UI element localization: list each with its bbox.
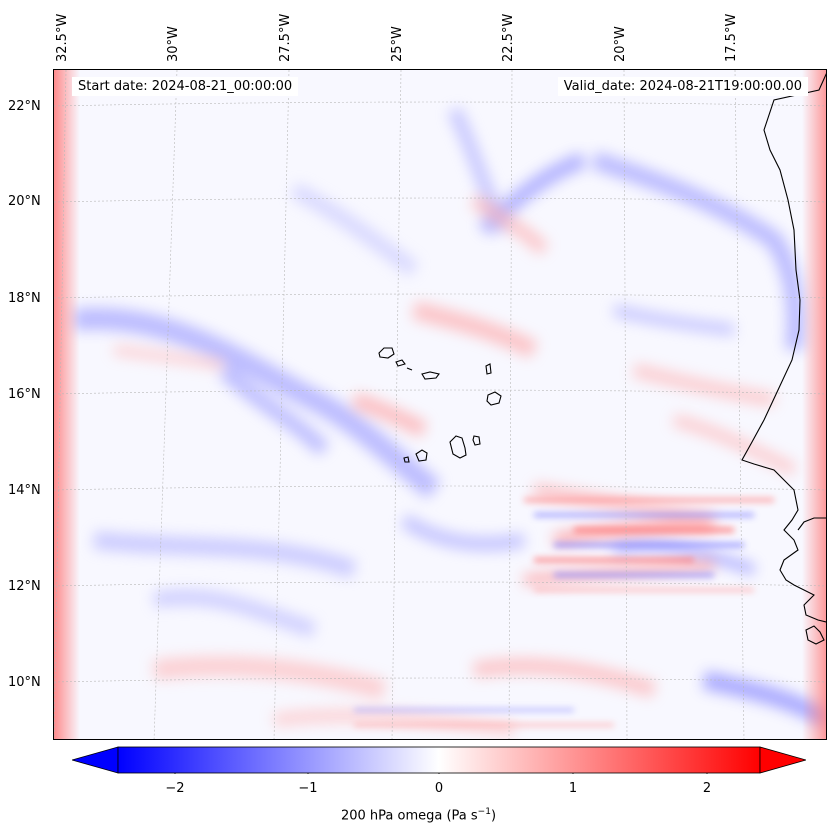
right-boundary-band xyxy=(802,70,826,739)
colorbar-tick-0: 0 xyxy=(434,781,444,796)
lat-label-10n: 10°N xyxy=(8,675,41,690)
lat-label-12n: 12°N xyxy=(8,579,41,594)
colorbar-tick-1: 1 xyxy=(568,781,578,796)
lon-label-17-5w: 17.5°W xyxy=(724,13,739,62)
lat-label-16n: 16°N xyxy=(8,387,41,402)
colorbar-label-end: ) xyxy=(490,808,497,824)
island-sal xyxy=(485,363,492,375)
colorbar-min-extend xyxy=(72,746,119,774)
lon-label-32-5w: 32.5°W xyxy=(55,13,70,62)
colorbar-tick-neg2: −2 xyxy=(165,781,185,796)
island-brava xyxy=(403,456,410,463)
lat-label-14n: 14°N xyxy=(8,483,41,498)
lon-label-27-5w: 27.5°W xyxy=(278,13,293,62)
island-sao-nicolau xyxy=(421,371,440,380)
negative-omega-features xyxy=(72,106,826,728)
lon-label-30w: 30°W xyxy=(166,26,181,62)
lon-label-20w: 20°W xyxy=(613,26,628,62)
island-sao-vicente xyxy=(395,359,406,367)
lat-label-22n: 22°N xyxy=(8,99,41,114)
colorbar-tick-neg1: −1 xyxy=(298,781,318,796)
map-panel[interactable]: Start date: 2024-08-21_00:00:00 Valid_da… xyxy=(53,69,827,740)
island-fogo xyxy=(415,449,428,462)
field-background xyxy=(54,70,826,739)
island-santa-luzia xyxy=(406,367,413,371)
colorbar-label: 200 hPa omega (Pa s−1) xyxy=(0,807,837,823)
positive-omega-features xyxy=(113,194,797,737)
lon-label-25w: 25°W xyxy=(390,26,405,62)
island-santo-antao xyxy=(378,347,395,359)
colorbar-max-extend xyxy=(759,746,806,774)
colorbar xyxy=(72,746,806,774)
start-date-label: Start date: 2024-08-21_00:00:00 xyxy=(72,77,299,96)
bijagos-islands xyxy=(805,625,825,645)
island-santiago xyxy=(449,435,467,459)
colorbar-label-main: 200 hPa omega (Pa s xyxy=(340,808,478,824)
banded-omega-region xyxy=(354,498,774,727)
left-boundary-band xyxy=(54,70,80,739)
colorbar-tick-2: 2 xyxy=(702,781,712,796)
island-maio xyxy=(472,435,481,446)
lat-label-20n: 20°N xyxy=(8,194,41,209)
omega-field-map xyxy=(54,70,826,739)
lat-label-18n: 18°N xyxy=(8,291,41,306)
island-boa-vista xyxy=(486,391,502,406)
gambia-coast xyxy=(797,517,826,531)
cape-verde-islands xyxy=(378,347,502,463)
lon-label-22-5w: 22.5°W xyxy=(501,13,516,62)
valid-date-label: Valid_date: 2024-08-21T19:00:00.00 xyxy=(557,77,808,96)
colorbar-ramp xyxy=(117,746,761,774)
africa-coastline xyxy=(741,73,826,623)
colorbar-label-superscript: −1 xyxy=(477,807,491,817)
